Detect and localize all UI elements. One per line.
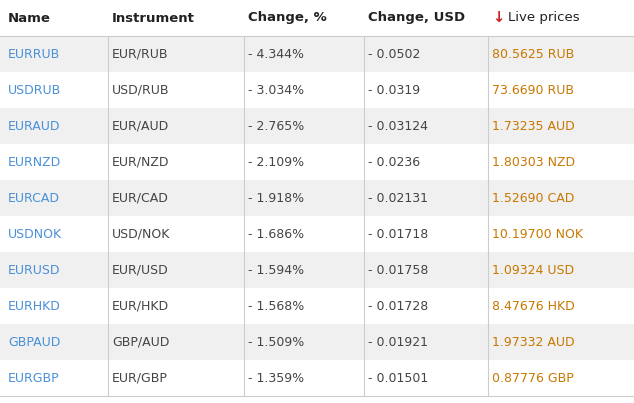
Text: 8.47676 HKD: 8.47676 HKD bbox=[492, 299, 575, 312]
Text: 1.97332 AUD: 1.97332 AUD bbox=[492, 336, 574, 349]
Text: 1.09324 USD: 1.09324 USD bbox=[492, 264, 574, 276]
Text: - 0.01758: - 0.01758 bbox=[368, 264, 429, 276]
Text: EURUSD: EURUSD bbox=[8, 264, 60, 276]
Text: EUR/CAD: EUR/CAD bbox=[112, 191, 169, 204]
Text: Change, USD: Change, USD bbox=[368, 12, 465, 25]
Text: 1.52690 CAD: 1.52690 CAD bbox=[492, 191, 574, 204]
Bar bbox=[0, 72, 634, 108]
Text: USD/RUB: USD/RUB bbox=[112, 83, 169, 96]
Text: - 0.01728: - 0.01728 bbox=[368, 299, 428, 312]
Text: EURRUB: EURRUB bbox=[8, 48, 60, 60]
Text: EUR/NZD: EUR/NZD bbox=[112, 156, 169, 168]
Text: GBPAUD: GBPAUD bbox=[8, 336, 60, 349]
Text: - 2.765%: - 2.765% bbox=[248, 120, 304, 133]
Bar bbox=[0, 180, 634, 216]
Text: - 0.0502: - 0.0502 bbox=[368, 48, 420, 60]
Text: - 3.034%: - 3.034% bbox=[248, 83, 304, 96]
Text: EURHKD: EURHKD bbox=[8, 299, 61, 312]
Text: - 1.509%: - 1.509% bbox=[248, 336, 304, 349]
Text: EURNZD: EURNZD bbox=[8, 156, 61, 168]
Text: - 0.01501: - 0.01501 bbox=[368, 372, 428, 384]
Bar bbox=[0, 216, 634, 252]
Text: - 0.0319: - 0.0319 bbox=[368, 83, 420, 96]
Text: 80.5625 RUB: 80.5625 RUB bbox=[492, 48, 574, 60]
Text: - 1.594%: - 1.594% bbox=[248, 264, 304, 276]
Text: EURCAD: EURCAD bbox=[8, 191, 60, 204]
Bar bbox=[0, 144, 634, 180]
Text: Name: Name bbox=[8, 12, 51, 25]
Bar bbox=[0, 360, 634, 396]
Text: - 1.918%: - 1.918% bbox=[248, 191, 304, 204]
Text: - 1.568%: - 1.568% bbox=[248, 299, 304, 312]
Bar bbox=[0, 0, 634, 36]
Text: EUR/RUB: EUR/RUB bbox=[112, 48, 169, 60]
Text: EUR/USD: EUR/USD bbox=[112, 264, 169, 276]
Text: EURGBP: EURGBP bbox=[8, 372, 60, 384]
Text: ↓: ↓ bbox=[492, 10, 504, 25]
Text: 10.19700 NOK: 10.19700 NOK bbox=[492, 228, 583, 241]
Bar bbox=[0, 252, 634, 288]
Text: Instrument: Instrument bbox=[112, 12, 195, 25]
Text: - 0.01921: - 0.01921 bbox=[368, 336, 428, 349]
Bar bbox=[0, 108, 634, 144]
Text: USDRUB: USDRUB bbox=[8, 83, 61, 96]
Text: GBP/AUD: GBP/AUD bbox=[112, 336, 169, 349]
Text: 1.73235 AUD: 1.73235 AUD bbox=[492, 120, 575, 133]
Bar bbox=[0, 36, 634, 72]
Text: Change, %: Change, % bbox=[248, 12, 327, 25]
Text: USDNOK: USDNOK bbox=[8, 228, 62, 241]
Text: - 0.0236: - 0.0236 bbox=[368, 156, 420, 168]
Text: - 0.01718: - 0.01718 bbox=[368, 228, 428, 241]
Text: EUR/HKD: EUR/HKD bbox=[112, 299, 169, 312]
Text: EUR/AUD: EUR/AUD bbox=[112, 120, 169, 133]
Text: - 4.344%: - 4.344% bbox=[248, 48, 304, 60]
Text: - 2.109%: - 2.109% bbox=[248, 156, 304, 168]
Text: - 1.686%: - 1.686% bbox=[248, 228, 304, 241]
Text: Live prices: Live prices bbox=[508, 12, 579, 25]
Text: 1.80303 NZD: 1.80303 NZD bbox=[492, 156, 575, 168]
Text: EUR/GBP: EUR/GBP bbox=[112, 372, 168, 384]
Text: 0.87776 GBP: 0.87776 GBP bbox=[492, 372, 574, 384]
Bar bbox=[0, 324, 634, 360]
Text: 73.6690 RUB: 73.6690 RUB bbox=[492, 83, 574, 96]
Bar bbox=[0, 288, 634, 324]
Text: - 0.03124: - 0.03124 bbox=[368, 120, 428, 133]
Text: EURAUD: EURAUD bbox=[8, 120, 60, 133]
Text: - 1.359%: - 1.359% bbox=[248, 372, 304, 384]
Text: - 0.02131: - 0.02131 bbox=[368, 191, 428, 204]
Text: USD/NOK: USD/NOK bbox=[112, 228, 171, 241]
